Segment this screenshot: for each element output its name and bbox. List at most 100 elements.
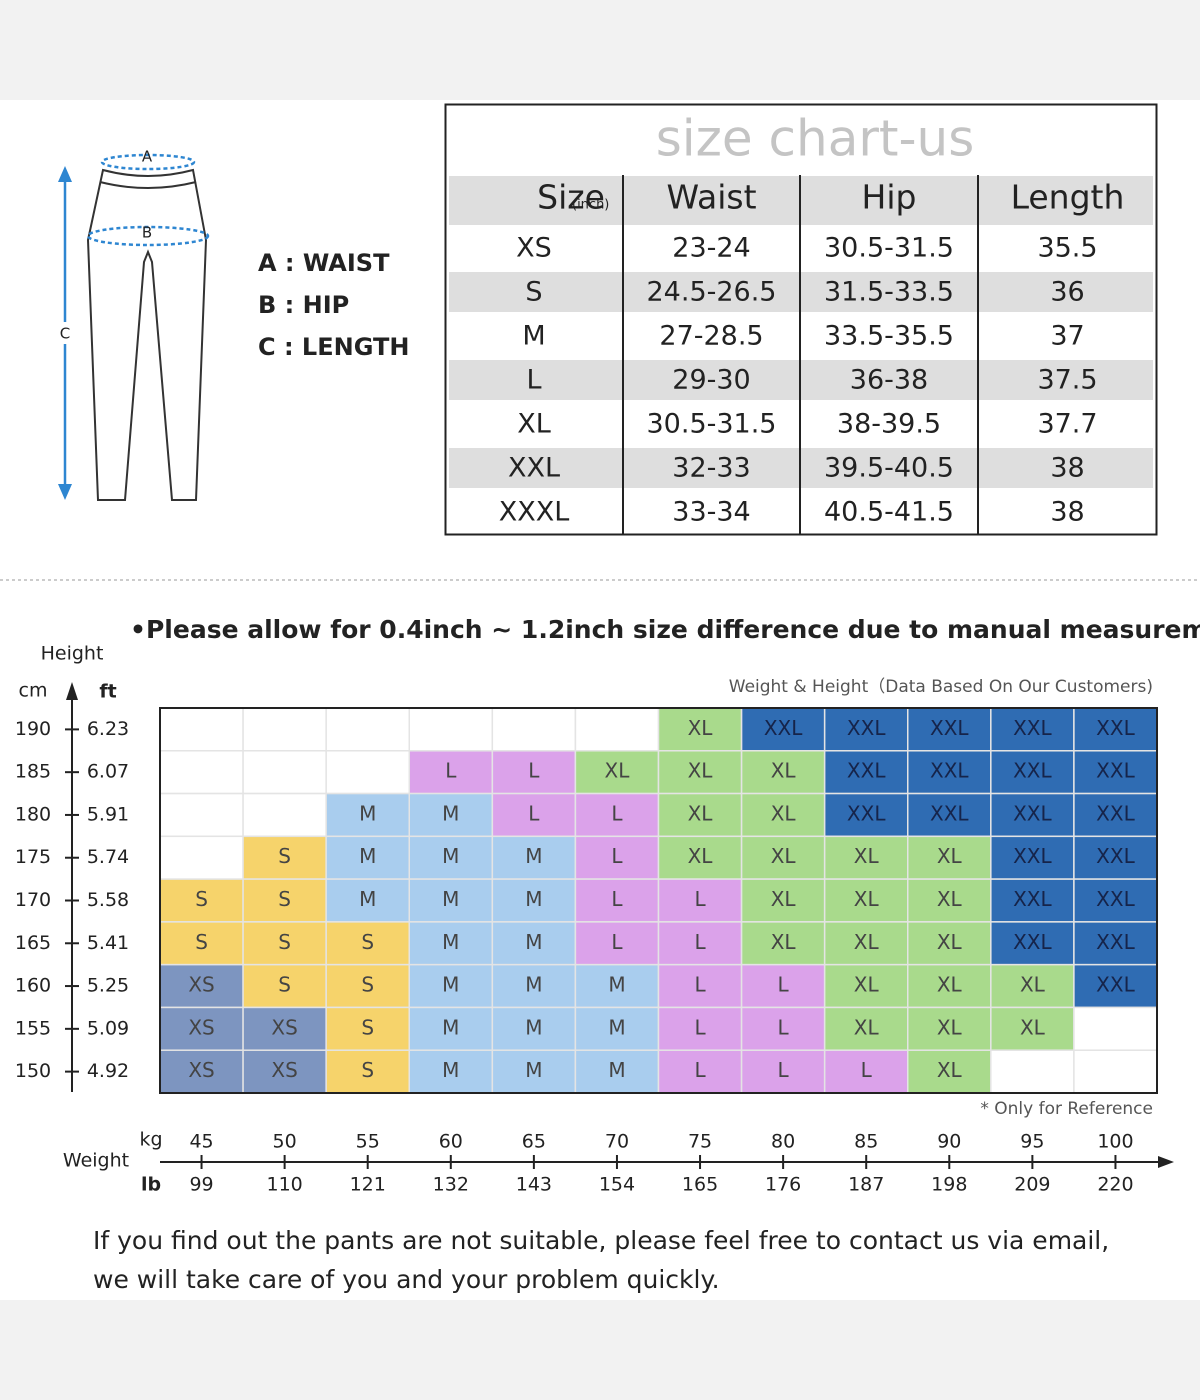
size-label: XL (771, 801, 797, 825)
size-label: XL (937, 844, 963, 868)
size-label: XXL (1013, 930, 1052, 954)
grid-cell (159, 878, 244, 923)
size-label: L (611, 844, 623, 868)
size-label: XS (188, 973, 214, 997)
table-cell: 24.5-26.5 (647, 277, 777, 308)
size-label: M (525, 844, 542, 868)
table-cell: 38 (1050, 497, 1084, 528)
size-label: L (861, 1058, 873, 1082)
size-label: XL (688, 801, 714, 825)
footer-line: If you find out the pants are not suitab… (93, 1226, 1109, 1255)
size-label: M (442, 1058, 459, 1082)
grid-cell (325, 707, 410, 752)
grid-cell (823, 963, 909, 1009)
size-table-title: size chart-us (656, 110, 975, 168)
weight-kg: 65 (522, 1131, 546, 1153)
size-label: L (778, 1015, 790, 1039)
size-label: XL (854, 1015, 880, 1039)
legend-item: C : LENGTH (258, 333, 409, 361)
size-label: XL (771, 759, 797, 783)
bottom-band (0, 1300, 1200, 1400)
size-label: L (611, 887, 623, 911)
height-ft: 5.25 (87, 975, 129, 997)
grid-cell (491, 1049, 577, 1094)
height-ft: 6.07 (87, 761, 129, 783)
size-label: XXL (1013, 887, 1052, 911)
height-cm: 180 (15, 803, 51, 825)
grid-cell (990, 1006, 1075, 1051)
size-label: M (442, 973, 459, 997)
weight-kg: 70 (605, 1131, 629, 1153)
label-c: C (60, 325, 70, 343)
grid-cell (990, 750, 1075, 795)
grid-cell (657, 792, 743, 838)
table-cell: 33.5-35.5 (824, 321, 954, 352)
weight-lb: 198 (931, 1174, 967, 1196)
footer-line: we will take care of you and your proble… (93, 1265, 720, 1294)
grid-cell (242, 878, 327, 923)
height-cm: 175 (15, 846, 51, 868)
weight-lb: 132 (433, 1174, 469, 1196)
size-label: XL (688, 716, 714, 740)
height-ft: 6.23 (87, 718, 129, 740)
grid-cell (823, 707, 909, 752)
grid-cell (242, 1049, 327, 1094)
size-label: XXL (1013, 801, 1052, 825)
size-label: S (278, 973, 291, 997)
weight-kg: 95 (1020, 1131, 1044, 1153)
table-cell: 30.5-31.5 (824, 233, 954, 264)
header-cell: Hip (862, 178, 917, 217)
size-label: M (442, 801, 459, 825)
grid-cell (159, 1006, 244, 1051)
weight-lb: 154 (599, 1174, 635, 1196)
weight-arrow (1158, 1156, 1174, 1168)
table-cell: M (522, 321, 545, 352)
grid-cell (408, 1049, 494, 1094)
size-label: XXL (1096, 930, 1135, 954)
size-label: L (611, 930, 623, 954)
grid-cell (491, 921, 577, 966)
size-label: M (442, 930, 459, 954)
height-cm: 170 (15, 889, 51, 911)
size-label: L (694, 973, 706, 997)
weight-label: Weight (63, 1150, 129, 1172)
size-label: XXL (847, 801, 886, 825)
grid-cell (740, 878, 826, 923)
weight-lb: 209 (1014, 1174, 1050, 1196)
size-label: L (694, 887, 706, 911)
table-cell: 36-38 (850, 365, 928, 396)
grid-cell (574, 1006, 660, 1051)
weight-lb: 110 (266, 1174, 302, 1196)
size-label: XS (188, 1058, 214, 1082)
grid-cell (574, 878, 660, 923)
size-label: M (608, 1058, 625, 1082)
grid-cell (242, 963, 327, 1009)
size-label: M (442, 887, 459, 911)
size-label: XL (688, 759, 714, 783)
height-cm: 165 (15, 932, 51, 954)
size-label: M (442, 844, 459, 868)
weight-kg: 50 (273, 1131, 297, 1153)
cm-label: cm (19, 680, 48, 702)
grid-cell (1073, 707, 1158, 752)
weight-kg: 90 (937, 1131, 961, 1153)
table-cell: 40.5-41.5 (824, 497, 954, 528)
size-label: XL (688, 844, 714, 868)
size-label: L (528, 801, 540, 825)
legend-item: B : HIP (258, 291, 349, 319)
grid-cell (491, 707, 577, 752)
table-cell: 29-30 (672, 365, 750, 396)
weight-lb: 143 (516, 1174, 552, 1196)
grid-frame (159, 707, 1158, 1094)
grid-cell (159, 707, 244, 752)
size-label: L (778, 1058, 790, 1082)
height-cm: 150 (15, 1060, 51, 1082)
size-label: XXL (930, 801, 969, 825)
grid-cell (408, 835, 494, 880)
header-unit: (inch) (572, 198, 609, 213)
height-ft: 5.09 (87, 1017, 129, 1039)
grid-cell (574, 1049, 660, 1094)
grid-cell (159, 835, 244, 880)
height-arrow (66, 682, 78, 700)
